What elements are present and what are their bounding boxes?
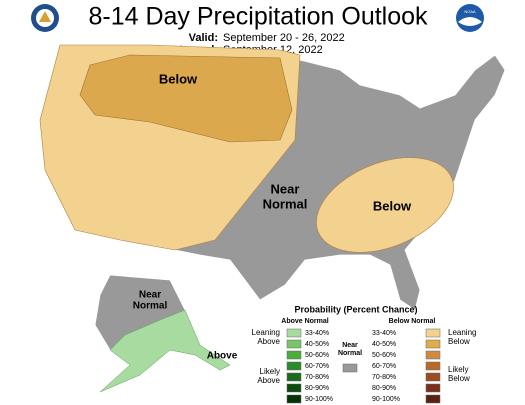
below-bin: 33-40% [372, 330, 396, 337]
above-bin: 70-80% [305, 374, 329, 381]
above-bin: 33-40% [305, 330, 329, 337]
near-label: Near [342, 342, 358, 349]
below-bin: 40-50% [372, 341, 396, 348]
central-near-label: Near [271, 181, 300, 196]
above-bin: 60-70% [305, 363, 329, 370]
above-swatch [286, 350, 302, 360]
leaning-below: Leaning [448, 328, 476, 337]
west-below-core [79, 54, 293, 143]
likely-above: Likely [260, 367, 280, 376]
below-swatch [425, 383, 441, 393]
logo-right: NOAA [456, 4, 484, 32]
above-bin: 90-100% [305, 396, 333, 403]
below-swatch [425, 372, 441, 382]
leaning-above: Leaning [252, 328, 280, 337]
above-heading: Above Normal [281, 318, 329, 325]
below-bin: 50-60% [372, 352, 396, 359]
alaska-above-label: Above [207, 351, 238, 362]
below-heading: Below Normal [389, 318, 436, 325]
legend: Probability (Percent Chance) Above Norma… [252, 304, 476, 404]
title: 8-14 Day Precipitation Outlook [88, 3, 428, 31]
below-swatch [425, 339, 441, 349]
leaning-above: Above [257, 337, 280, 346]
near-label: Normal [338, 350, 362, 357]
near-swatch [342, 363, 358, 373]
west-below-label: Below [159, 71, 198, 86]
below-bin: 70-80% [372, 374, 396, 381]
southeast-below-region [316, 157, 454, 253]
valid-dates: September 20 - 26, 2022 [223, 32, 345, 44]
above-swatch [286, 394, 302, 404]
above-swatch [286, 328, 302, 338]
below-bin: 60-70% [372, 363, 396, 370]
below-swatch [425, 361, 441, 371]
below-bin: 90-100% [372, 396, 400, 403]
below-swatch [425, 350, 441, 360]
legend-title: Probability (Percent Chance) [294, 304, 417, 314]
seal-emblem [39, 11, 51, 22]
below-swatch [425, 328, 441, 338]
alaska-near-label: Near [139, 290, 161, 301]
below-bin: 80-90% [372, 385, 396, 392]
leaning-below: Below [448, 337, 470, 346]
logo-text: NOAA [464, 9, 476, 14]
likely-below: Below [448, 374, 470, 383]
logo-left [31, 4, 59, 32]
noaa-wave [458, 17, 482, 26]
below-swatch [425, 394, 441, 404]
valid-label: Valid: [189, 32, 218, 44]
above-bin: 50-60% [305, 352, 329, 359]
central-near-label: Normal [263, 196, 308, 211]
likely-above: Above [257, 376, 280, 385]
above-bin: 80-90% [305, 385, 329, 392]
alaska-near-label: Normal [133, 301, 168, 312]
above-swatch [286, 383, 302, 393]
likely-below: Likely [448, 365, 468, 374]
map: Below Near Normal Below Near Normal Abov… [39, 44, 506, 393]
above-bin: 40-50% [305, 341, 329, 348]
above-swatch [286, 339, 302, 349]
above-swatch [286, 361, 302, 371]
alaska-above-region [99, 309, 231, 393]
southeast-below-label: Below [373, 198, 412, 213]
above-swatch [286, 372, 302, 382]
